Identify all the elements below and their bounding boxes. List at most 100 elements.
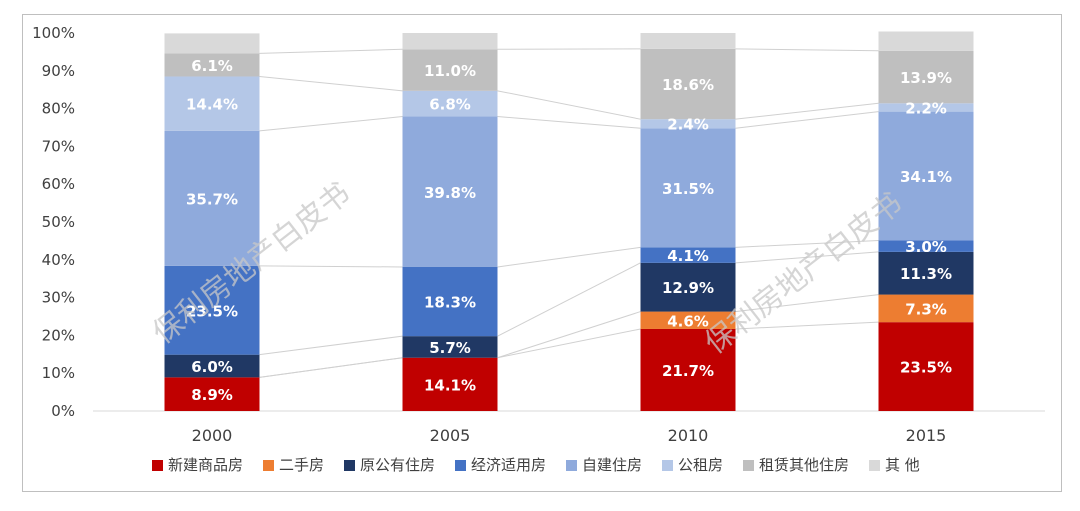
bar-segment bbox=[640, 119, 736, 129]
data-label: 23.5% bbox=[186, 302, 238, 320]
legend-item-label: 原公有住房 bbox=[360, 456, 435, 474]
data-label: 18.3% bbox=[424, 294, 476, 312]
legend-item-label: 租赁其他住房 bbox=[759, 456, 849, 474]
series-line bbox=[497, 116, 641, 129]
y-tick-label: 30% bbox=[42, 289, 75, 307]
data-label: 34.1% bbox=[900, 168, 952, 186]
x-tick-label: 2015 bbox=[906, 426, 947, 445]
bar-segment bbox=[164, 265, 260, 355]
bar-segment bbox=[402, 357, 498, 411]
bar-segment bbox=[164, 130, 260, 266]
y-tick-label: 40% bbox=[42, 251, 75, 269]
bar-segment bbox=[402, 49, 498, 91]
data-label: 11.0% bbox=[424, 62, 476, 80]
y-tick-label: 60% bbox=[42, 175, 75, 193]
data-label: 14.4% bbox=[186, 96, 238, 114]
bar-segment bbox=[878, 111, 974, 241]
bar-segment bbox=[402, 90, 498, 117]
data-label: 3.0% bbox=[905, 238, 947, 256]
legend-item-label: 自建住房 bbox=[582, 456, 642, 474]
data-label: 13.9% bbox=[900, 69, 952, 87]
data-label: 21.7% bbox=[662, 362, 714, 380]
data-label: 31.5% bbox=[662, 180, 714, 198]
y-tick-label: 20% bbox=[42, 326, 75, 344]
bar-segment bbox=[878, 50, 974, 104]
data-label: 6.8% bbox=[429, 96, 471, 114]
legend-swatch bbox=[455, 460, 466, 471]
legend-swatch bbox=[344, 460, 355, 471]
data-label: 23.5% bbox=[900, 359, 952, 377]
bar-segment bbox=[878, 322, 974, 411]
bar-segment bbox=[164, 76, 260, 131]
legend-swatch bbox=[662, 460, 673, 471]
series-line bbox=[497, 246, 641, 268]
data-label: 39.8% bbox=[424, 184, 476, 202]
bar-segment bbox=[878, 103, 974, 112]
series-line bbox=[259, 265, 403, 268]
stacked-bar-chart: 0% 10% 20% 30% 40% 50% 60% 70% 80% 90% 100% 8.9% 14.… bbox=[32, 24, 1045, 474]
legend-item-label: 公租房 bbox=[678, 456, 723, 474]
series-line bbox=[497, 90, 641, 120]
series-line bbox=[735, 111, 879, 129]
data-label: 4.6% bbox=[667, 312, 709, 330]
bar-segment bbox=[640, 328, 736, 411]
x-tick-label: 2005 bbox=[430, 426, 471, 445]
bar-segment bbox=[640, 33, 736, 49]
series-line bbox=[735, 321, 879, 330]
y-tick-label: 90% bbox=[42, 62, 75, 80]
bar-segment bbox=[402, 336, 498, 358]
x-tick-label: 2000 bbox=[192, 426, 233, 445]
series-line bbox=[497, 328, 641, 359]
bar-segment bbox=[164, 53, 260, 77]
bar-segment bbox=[878, 240, 974, 252]
bar-segment bbox=[402, 116, 498, 267]
data-label: 6.0% bbox=[191, 358, 233, 376]
data-label: 35.7% bbox=[186, 190, 238, 208]
legend-swatch bbox=[566, 460, 577, 471]
bar-segment bbox=[640, 48, 736, 120]
y-tick-label: 10% bbox=[42, 364, 75, 382]
series-line bbox=[497, 311, 641, 359]
y-tick-label: 70% bbox=[42, 137, 75, 155]
bar-segment bbox=[878, 31, 974, 51]
legend-swatch bbox=[743, 460, 754, 471]
data-label: 5.7% bbox=[429, 339, 471, 357]
bar-segment bbox=[640, 128, 736, 248]
x-tick-label: 2010 bbox=[668, 426, 709, 445]
series-line bbox=[259, 116, 403, 132]
data-label: 2.2% bbox=[905, 99, 947, 117]
series-line bbox=[259, 75, 403, 92]
series-line bbox=[259, 48, 403, 54]
series-line bbox=[735, 48, 879, 52]
data-label: 4.1% bbox=[667, 247, 709, 265]
series-line bbox=[735, 102, 879, 120]
series-line bbox=[735, 294, 879, 313]
data-label: 7.3% bbox=[905, 300, 947, 318]
legend-item-label: 新建商品房 bbox=[168, 456, 243, 474]
y-tick-label: 0% bbox=[51, 402, 75, 420]
bar-segment bbox=[640, 262, 736, 312]
data-label: 14.1% bbox=[424, 376, 476, 394]
series-line bbox=[259, 357, 403, 378]
y-tick-label: 80% bbox=[42, 100, 75, 118]
series-line bbox=[735, 251, 879, 264]
data-label: 2.4% bbox=[667, 116, 709, 134]
legend-item-label: 二手房 bbox=[279, 456, 324, 474]
data-label: 18.6% bbox=[662, 76, 714, 94]
bar-segment bbox=[164, 33, 260, 54]
bar-segment bbox=[402, 33, 498, 50]
bar-segment bbox=[402, 266, 498, 337]
bar-segment bbox=[878, 294, 974, 323]
legend-item-label: 经济适用房 bbox=[471, 456, 546, 474]
data-label: 11.3% bbox=[900, 265, 952, 283]
chart-frame: 0% 10% 20% 30% 40% 50% 60% 70% 80% 90% 100% 8.9% 14.… bbox=[22, 14, 1062, 492]
bar-segment bbox=[640, 311, 736, 329]
legend-swatch bbox=[263, 460, 274, 471]
bar-segment bbox=[878, 251, 974, 295]
legend-item-label: 其 他 bbox=[885, 456, 920, 474]
bar-segment bbox=[640, 247, 736, 263]
data-label: 12.9% bbox=[662, 279, 714, 297]
data-label: 6.1% bbox=[191, 57, 233, 75]
series-line bbox=[259, 335, 403, 356]
legend-swatch bbox=[869, 460, 880, 471]
